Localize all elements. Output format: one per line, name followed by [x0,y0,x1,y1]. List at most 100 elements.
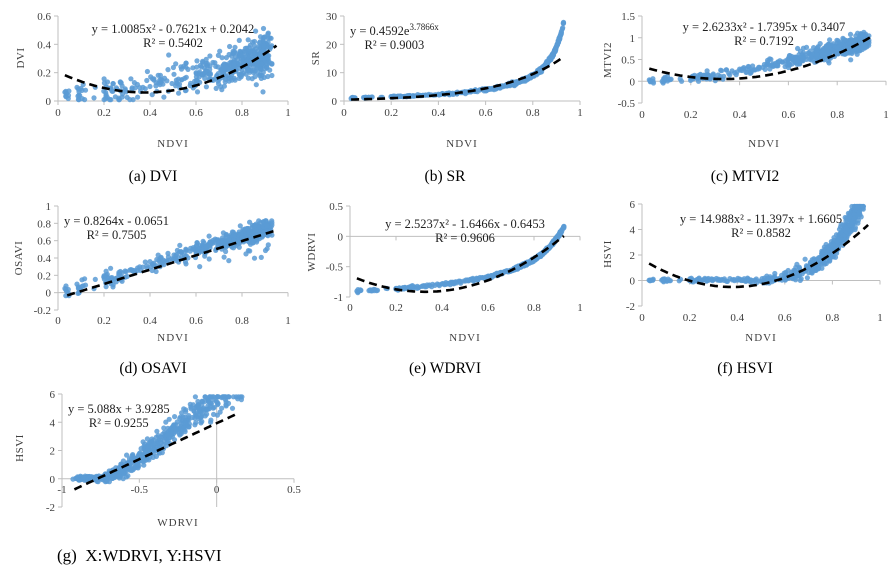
svg-text:0: 0 [214,484,220,496]
svg-text:0.6: 0.6 [189,107,203,119]
r-squared-label: R² = 0.7505 [86,228,147,242]
scatter-plot-a-dvi-vs-ndvi: 0 0.2 0.4 0.6 0 0.2 0.4 0.6 0.8 1 [37,11,291,119]
scatter-plot-c-mtvi2-vs-ndvi: -0.500.511.50 0.2 0.4 0.6 0.8 1 [618,11,889,121]
subplot-f-hsvi: -2 0 2 4 6 0 0.2 0.4 0.6 0.8 1 HSVI y = 14.988x² -… [596,194,894,384]
subplot-c-mtvi2: -0.5 0 0.5 1 1.5 0 0.2 0.4 0.6 0.8 1 MTVI2 y = 2.6… [596,4,894,194]
svg-text:0.2: 0.2 [37,68,51,80]
r-squared-label: R² = 0.9606 [435,231,495,245]
svg-text:0: 0 [338,231,344,243]
svg-text:-0.5: -0.5 [618,98,636,110]
svg-text:0: 0 [50,474,56,486]
svg-text:-0.5: -0.5 [326,262,344,274]
svg-text:0.6: 0.6 [481,302,495,314]
svg-text:-2: -2 [626,301,635,313]
svg-text:0: 0 [639,109,645,121]
svg-text:0.6: 0.6 [189,315,203,327]
r-squared-label: R² = 0.5402 [143,36,203,50]
r-squared-label: R² = 0.8582 [731,226,791,240]
y-axis-title: HSVI [14,434,26,462]
svg-text:0.2: 0.2 [97,107,111,119]
equation-label: y = 2.6233x² - 1.7395x + 0.3407 R² = 0.7… [642,20,886,48]
svg-text:1.5: 1.5 [621,11,635,23]
svg-text:0.4: 0.4 [143,107,157,119]
scatter-plot-d-osavi-vs-ndvi: -0.2 0 0.2 0.4 0.6 0.8 1 0 0.2 0.4 0.6 0.8 1 [34,201,291,327]
subplot-caption: (e) WDRVI [408,360,482,377]
equation-line: y = 14.988x² - 11.397x + 1.6605 [679,212,843,226]
equation-label: y = 0.4592e3.7866x R² = 0.9003 [350,22,439,52]
svg-text:0.8: 0.8 [526,107,540,119]
svg-text:2: 2 [50,446,56,458]
svg-text:0.2: 0.2 [97,315,111,327]
subplot-b-sr: 0 10 20 30 0 0.2 0.4 0.6 0.8 1 SR y = 0.4592e3.78… [300,4,590,194]
svg-text:6: 6 [630,199,636,211]
svg-text:1: 1 [877,312,883,324]
svg-text:0: 0 [332,96,338,108]
r-squared-label: R² = 0.9255 [88,416,149,430]
y-axis-title: DVI [15,47,27,69]
svg-text:0.2: 0.2 [37,270,51,282]
equation-label: y = 14.988x² - 11.397x + 1.6605 R² = 0.8… [642,212,880,240]
scatter-plot-b-sr-vs-ndvi: 0 10 20 30 0 0.2 0.4 0.6 0.8 1 [326,11,583,119]
svg-text:-1: -1 [57,484,66,496]
svg-text:4: 4 [50,417,56,429]
svg-text:1: 1 [46,201,52,213]
svg-text:0.4: 0.4 [143,315,157,327]
subplot-caption: (b) SR [424,168,466,185]
svg-text:0: 0 [341,107,347,119]
svg-text:0.8: 0.8 [830,109,844,121]
r-squared-label: R² = 0.7192 [734,34,794,48]
r-squared-label: R² = 0.9003 [364,38,425,52]
svg-text:2: 2 [630,250,636,262]
svg-text:0.8: 0.8 [235,315,249,327]
scatter-plot-e-wdrvi-vs-ndvi: -1 -0.5 0 0.5 0 0.2 0.4 0.6 0.8 1 [326,201,583,314]
svg-text:0.8: 0.8 [235,107,249,119]
svg-text:0.2: 0.2 [384,107,398,119]
equation-line: y = 2.6233x² - 1.7395x + 0.3407 [682,20,846,34]
y-axis-title: MTVI2 [602,41,614,79]
svg-text:30: 30 [326,11,338,23]
svg-text:-1: -1 [334,292,343,304]
subplot-caption: (f) HSVI [717,360,773,377]
svg-text:0.2: 0.2 [684,109,698,121]
svg-text:0: 0 [46,288,52,300]
svg-text:0.5: 0.5 [621,55,635,67]
svg-text:0.2: 0.2 [683,312,697,324]
svg-text:0.2: 0.2 [389,302,403,314]
y-axis-title: OSAVI [13,240,25,276]
svg-text:1: 1 [285,107,291,119]
subplot-d-osavi: -0.2 0 0.2 0.4 0.6 0.8 1 0 0.2 0.4 0.6 0.8 1 OSAVI y… [8,194,298,384]
subplot-caption: (d) OSAVI [119,360,187,377]
svg-text:1: 1 [577,302,583,314]
svg-text:0.6: 0.6 [479,107,493,119]
subplot-caption: (g) X:WDRVI, Y:HSVI [57,546,222,565]
svg-text:6: 6 [50,389,56,401]
y-axis-title: HSVI [602,240,614,268]
x-axis-title: NDVI [745,332,777,344]
svg-text:0.8: 0.8 [826,312,840,324]
equation-label: y = 0.8264x - 0.0651 R² = 0.7505 [64,214,169,242]
svg-text:1: 1 [630,33,636,45]
subplot-caption: (c) MTVI2 [710,168,780,185]
scatter-plot-g-hsvi-vs-wdrvi: -2 0 2 4 6 -1 -0.5 0 0.5 [46,389,302,514]
subplot-caption: (a) DVI [128,168,178,185]
svg-text:0.4: 0.4 [733,109,747,121]
svg-text:0: 0 [630,76,636,88]
scatter-plot-f-hsvi-vs-ndvi: -2 0 2 4 6 0 0.2 0.4 0.6 0.8 1 [626,199,883,324]
svg-text:0.8: 0.8 [527,302,541,314]
svg-text:0: 0 [639,312,645,324]
svg-text:4: 4 [630,225,636,237]
y-axis-title: WDRVI [306,232,318,272]
svg-text:0.5: 0.5 [287,484,301,496]
svg-text:-2: -2 [46,502,55,514]
equation-label: y = 5.088x + 3.9285 R² = 0.9255 [68,402,170,430]
subplot-g-hsvi-vs-wdrvi: -2 0 2 4 6 -1 -0.5 0 0.5 HSVI y = 5.088x + 3.928… [8,386,348,576]
svg-text:0.6: 0.6 [778,312,792,324]
svg-text:0.4: 0.4 [730,312,744,324]
x-axis-title: NDVI [748,138,780,150]
x-axis-title: WDRVI [157,517,199,529]
svg-text:0.5: 0.5 [329,201,343,213]
x-axis-title: NDVI [449,332,481,344]
svg-text:0.4: 0.4 [432,107,446,119]
x-axis-title: NDVI [157,332,189,344]
